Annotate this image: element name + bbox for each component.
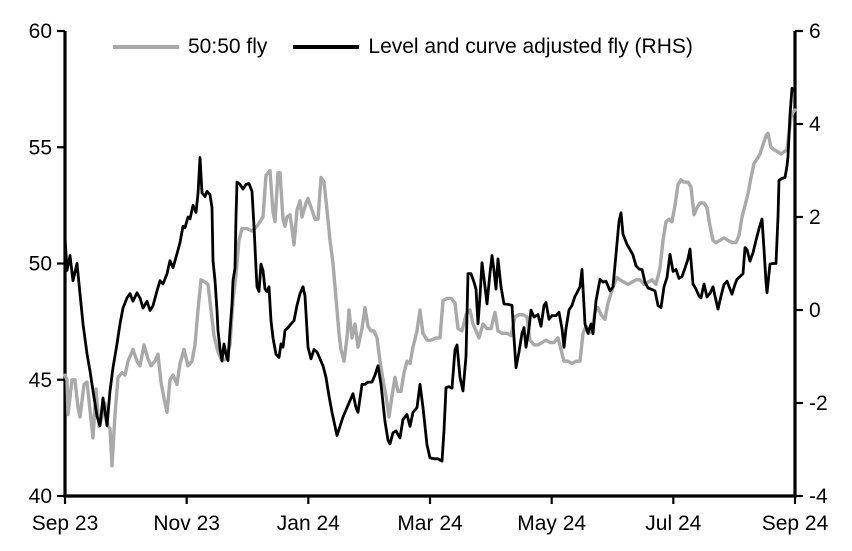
right-axis-tick-label: -2	[809, 392, 828, 415]
x-axis-tick-label: Sep 23	[32, 512, 99, 535]
x-axis-tick-label: Nov 23	[153, 512, 220, 535]
legend-item-adjusted-fly: Level and curve adjusted fly (RHS)	[293, 36, 693, 58]
left-axis-tick-label: 50	[29, 253, 52, 276]
gray-line-swatch-icon	[113, 45, 179, 49]
right-axis-tick-label: 4	[809, 113, 821, 136]
series-line-5050-fly	[63, 108, 797, 468]
legend-label: 50:50 fly	[188, 35, 268, 58]
x-axis-tick-label: Mar 24	[397, 512, 463, 535]
left-axis-tick-label: 60	[29, 20, 52, 43]
left-axis-tick-label: 40	[29, 485, 52, 508]
left-axis-tick-label: 45	[29, 369, 52, 392]
right-axis-tick-label: -4	[809, 485, 828, 508]
x-axis-tick-label: May 24	[517, 512, 586, 535]
x-axis-tick-label: Sep 24	[762, 512, 829, 535]
right-axis-tick-label: 2	[809, 206, 821, 229]
series-line-adjusted-fly	[63, 86, 797, 463]
legend: 50:50 fly Level and curve adjusted fly (…	[113, 36, 693, 58]
x-axis-tick-label: Jul 24	[645, 512, 701, 535]
right-axis-tick-label: 6	[809, 20, 821, 43]
legend-item-5050-fly: 50:50 fly	[113, 36, 267, 58]
x-axis-tick-label: Jan 24	[277, 512, 340, 535]
legend-label: Level and curve adjusted fly (RHS)	[368, 35, 693, 58]
right-axis-tick-label: 0	[809, 299, 821, 322]
left-axis-tick-label: 55	[29, 136, 52, 159]
black-line-swatch-icon	[293, 45, 360, 49]
